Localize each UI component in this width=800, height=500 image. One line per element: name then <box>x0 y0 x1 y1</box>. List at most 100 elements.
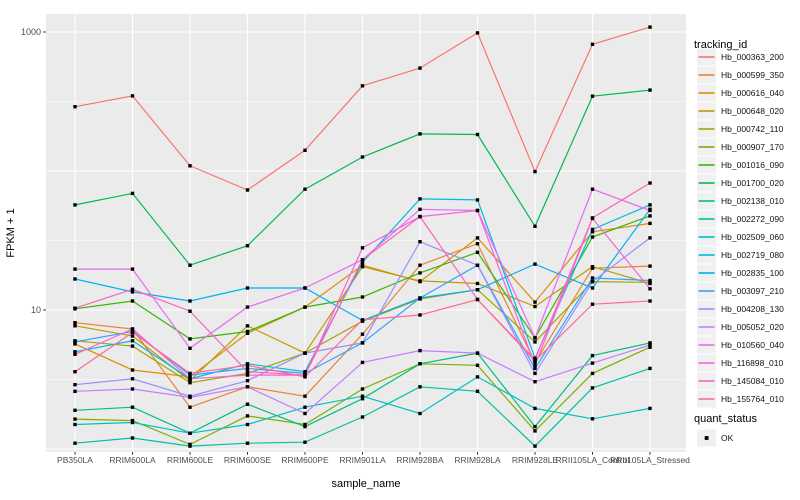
data-point <box>303 305 307 309</box>
legend-item-label: Hb_000599_350 <box>721 70 784 80</box>
data-point <box>130 420 135 425</box>
data-point <box>73 342 77 346</box>
data-point <box>245 331 250 335</box>
data-point <box>475 132 480 137</box>
data-point <box>475 281 480 286</box>
data-point <box>188 375 192 379</box>
legend-item-label: Hb_010560_040 <box>721 340 784 350</box>
data-point <box>418 279 422 283</box>
data-point <box>188 309 192 313</box>
data-point <box>245 324 250 328</box>
x-tick-label: RRIM600SE <box>224 455 272 465</box>
data-point <box>590 42 595 46</box>
data-point <box>533 300 537 304</box>
legend-item: Hb_001700_020 <box>697 174 784 192</box>
data-point <box>130 377 135 381</box>
legend-item: Hb_010560_040 <box>697 336 784 354</box>
x-tick-label: RRIM600LA <box>109 455 156 465</box>
data-point <box>360 84 365 88</box>
data-point <box>188 337 192 341</box>
data-point <box>418 411 422 416</box>
data-point <box>590 94 595 98</box>
y-axis-title: FPKM + 1 <box>5 208 17 257</box>
x-tick-label: RRII105LA_Control <box>556 455 630 465</box>
data-point <box>303 148 307 152</box>
data-point <box>475 389 480 393</box>
data-point <box>590 276 595 280</box>
data-point <box>73 352 77 356</box>
data-point <box>475 198 480 202</box>
legend-item-label: Hb_004208_130 <box>721 304 784 314</box>
data-point <box>648 280 652 285</box>
data-point <box>245 441 250 445</box>
data-point <box>130 387 135 391</box>
data-point <box>303 375 307 379</box>
data-point <box>533 406 537 411</box>
data-point <box>418 385 422 389</box>
legend-item-label: Hb_000907_170 <box>721 142 784 152</box>
legend-quant-status: quant_status OK <box>694 413 757 447</box>
data-point <box>590 235 595 239</box>
data-point <box>648 208 652 213</box>
data-point <box>533 444 537 448</box>
legend-item-label: Hb_116898_010 <box>721 358 784 368</box>
data-point <box>648 366 652 371</box>
data-point <box>533 371 537 376</box>
data-point <box>130 344 135 348</box>
data-point <box>245 329 250 334</box>
data-point <box>188 299 192 303</box>
data-point <box>648 406 652 411</box>
data-point <box>418 240 422 244</box>
data-point <box>648 341 652 345</box>
gridlines-major <box>46 14 686 452</box>
data-point <box>360 394 365 398</box>
data-point <box>533 336 537 340</box>
data-point <box>590 187 595 191</box>
data-point <box>130 334 135 338</box>
legend-item: Hb_002719_080 <box>697 246 784 264</box>
data-point <box>475 351 480 355</box>
data-point <box>245 188 250 192</box>
data-point <box>73 306 77 310</box>
data-point <box>130 327 135 331</box>
data-point <box>590 386 595 390</box>
data-point <box>590 286 595 290</box>
data-point <box>360 155 365 159</box>
data-point <box>418 296 422 300</box>
data-point <box>245 286 250 290</box>
data-point <box>360 260 365 265</box>
data-point <box>245 366 250 371</box>
legend-item-label: Hb_002509_060 <box>721 232 784 242</box>
data-point <box>245 244 250 248</box>
data-point <box>533 304 537 309</box>
data-point <box>360 341 365 345</box>
data-point <box>130 94 135 98</box>
data-point <box>360 318 365 322</box>
data-point <box>648 25 652 29</box>
black-square-icon <box>704 436 709 440</box>
data-point <box>188 405 192 409</box>
data-point <box>73 383 77 387</box>
legend-item-label: Hb_000742_110 <box>721 124 784 134</box>
x-tick-label: RRIM928LE <box>512 455 559 465</box>
data-point <box>590 371 595 376</box>
data-point <box>303 411 307 416</box>
data-point <box>130 191 135 196</box>
data-point <box>73 267 77 271</box>
data-point <box>188 381 192 385</box>
x-axis-title: sample_name <box>331 478 400 490</box>
data-point <box>245 379 250 383</box>
data-point <box>590 417 595 421</box>
data-point <box>360 397 365 401</box>
legend-item-label: Hb_145084_010 <box>721 376 784 386</box>
data-point <box>590 353 595 358</box>
data-point <box>73 203 77 207</box>
data-point <box>648 287 652 291</box>
data-point <box>130 436 135 440</box>
x-tick-label: RRIM901LA <box>339 455 386 465</box>
plot-panel <box>46 14 686 452</box>
data-point <box>590 227 595 232</box>
legend-item-label: Hb_001700_020 <box>721 178 784 188</box>
